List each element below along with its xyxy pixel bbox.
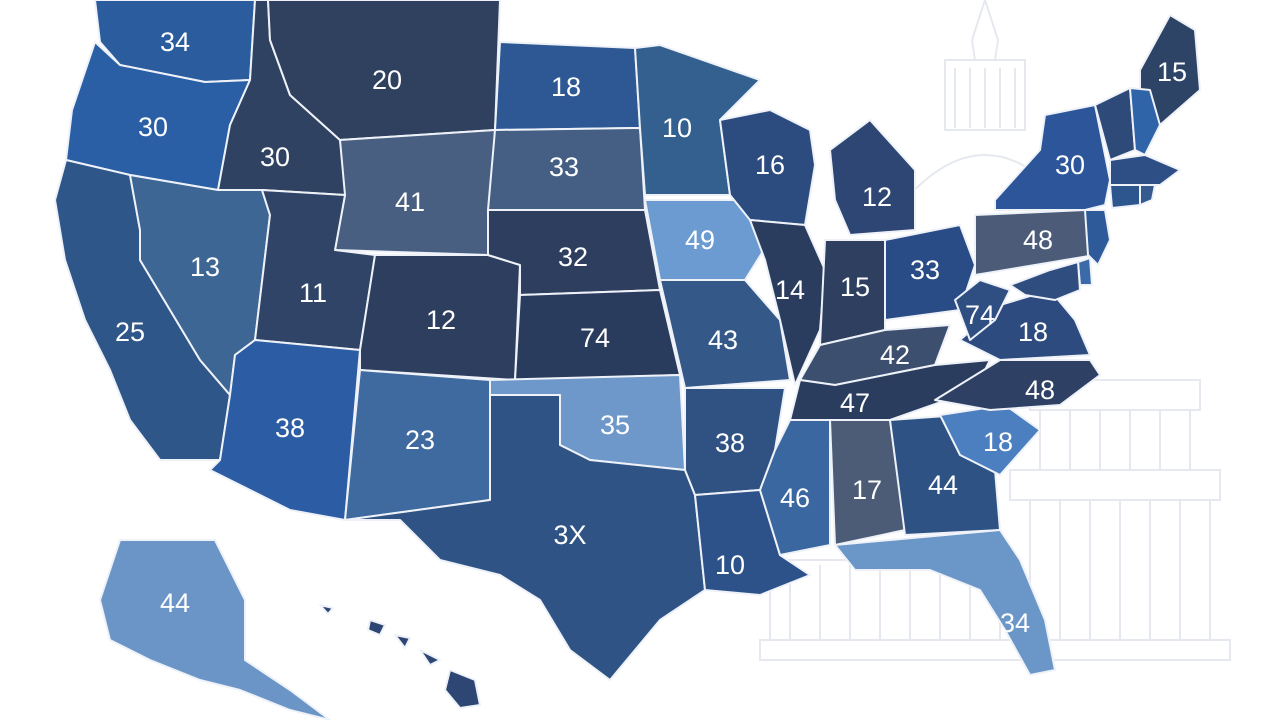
state-label-tx: 3X [553, 520, 586, 550]
state-wy[interactable] [334, 129, 496, 256]
state-label-nc: 48 [1025, 375, 1055, 405]
state-label-fl: 34 [1000, 608, 1030, 638]
state-label-wv: 74 [965, 300, 995, 330]
state-label-in: 15 [840, 272, 870, 302]
state-label-al: 17 [852, 475, 882, 505]
state-label-ar: 38 [715, 428, 745, 458]
state-hi[interactable] [319, 604, 481, 709]
state-label-ak: 44 [160, 588, 190, 618]
state-label-ok: 35 [600, 410, 630, 440]
state-label-wa: 34 [160, 27, 190, 57]
state-ct[interactable] [1109, 184, 1141, 209]
state-label-ms: 46 [780, 483, 810, 513]
state-label-az: 38 [275, 413, 305, 443]
state-oh[interactable] [884, 224, 976, 321]
state-nh[interactable] [1129, 87, 1161, 156]
state-label-oh: 33 [910, 255, 940, 285]
state-label-ia: 49 [685, 225, 715, 255]
state-label-mn: 10 [662, 113, 692, 143]
state-label-ga: 44 [928, 470, 958, 500]
state-label-la: 10 [715, 550, 745, 580]
state-label-mi: 12 [862, 182, 892, 212]
labels-layer: 34 30 25 30 13 20 41 11 38 12 23 18 33 32 74 35 3X 10 49 43… [115, 27, 1187, 638]
state-wi[interactable] [719, 109, 816, 226]
state-label-wy: 41 [395, 187, 425, 217]
state-ms[interactable] [759, 419, 831, 556]
state-label-tn: 47 [840, 388, 870, 418]
state-mo[interactable] [659, 279, 791, 389]
state-il[interactable] [749, 219, 826, 386]
state-label-co: 12 [426, 305, 456, 335]
state-label-mo: 43 [708, 325, 738, 355]
state-md[interactable] [1009, 261, 1081, 301]
state-label-sd: 33 [549, 152, 579, 182]
state-label-wi: 16 [755, 150, 785, 180]
state-label-id: 30 [260, 142, 290, 172]
state-nj[interactable] [1084, 209, 1111, 266]
state-label-pa: 48 [1023, 225, 1053, 255]
state-ia[interactable] [644, 199, 771, 281]
state-wv[interactable] [954, 279, 1011, 341]
state-label-mt: 20 [372, 65, 402, 95]
state-label-il: 14 [775, 275, 805, 305]
state-mi[interactable] [829, 119, 916, 236]
state-label-ne: 32 [558, 242, 588, 272]
state-label-nm: 23 [405, 425, 435, 455]
state-label-sc: 18 [983, 427, 1013, 457]
state-label-nd: 18 [551, 72, 581, 102]
state-label-ny: 30 [1055, 150, 1085, 180]
state-label-ca: 25 [115, 317, 145, 347]
state-label-nv: 13 [190, 252, 220, 282]
state-az[interactable] [209, 339, 361, 521]
state-label-va: 18 [1018, 317, 1048, 347]
state-tx[interactable] [344, 394, 706, 681]
state-ny[interactable] [994, 104, 1111, 211]
state-label-ut: 11 [299, 278, 327, 308]
state-label-me: 15 [1157, 57, 1187, 87]
state-fl[interactable] [834, 529, 1056, 676]
states-layer [54, 0, 1201, 720]
state-label-ks: 74 [580, 323, 610, 353]
state-label-or: 30 [138, 112, 168, 142]
state-label-ky: 42 [880, 340, 910, 370]
state-ri[interactable] [1139, 184, 1156, 206]
state-ak[interactable] [99, 539, 331, 720]
state-ma[interactable] [1109, 154, 1181, 186]
